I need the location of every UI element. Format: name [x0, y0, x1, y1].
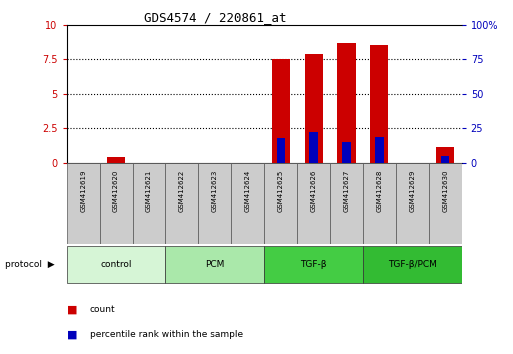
Bar [330, 163, 363, 244]
Text: control: control [101, 260, 132, 269]
Text: protocol  ▶: protocol ▶ [5, 260, 55, 269]
Text: GSM412621: GSM412621 [146, 169, 152, 212]
Bar [363, 163, 396, 244]
Text: GSM412620: GSM412620 [113, 169, 119, 212]
Text: TGF-β/PCM: TGF-β/PCM [388, 260, 437, 269]
Text: GSM412626: GSM412626 [310, 169, 317, 212]
Bar [309, 132, 318, 163]
Text: GSM412627: GSM412627 [344, 169, 349, 212]
Bar [132, 163, 165, 244]
Bar [376, 137, 384, 163]
Bar [231, 163, 264, 244]
Bar [297, 163, 330, 244]
Bar [271, 59, 290, 163]
Bar [107, 156, 125, 163]
Bar [67, 163, 100, 244]
Bar [370, 45, 388, 163]
Bar [429, 163, 462, 244]
Text: GSM412624: GSM412624 [245, 169, 251, 212]
Bar [264, 163, 297, 244]
Text: count: count [90, 305, 115, 314]
Bar [165, 163, 199, 244]
Bar [338, 43, 356, 163]
Bar [436, 147, 455, 163]
Bar [342, 142, 350, 163]
Text: TGF-β: TGF-β [300, 260, 327, 269]
Text: PCM: PCM [205, 260, 225, 269]
Text: ■: ■ [67, 305, 77, 315]
Text: GSM412619: GSM412619 [80, 169, 86, 212]
Text: GSM412629: GSM412629 [409, 169, 416, 212]
Text: GSM412625: GSM412625 [278, 169, 284, 212]
Text: GSM412623: GSM412623 [212, 169, 218, 212]
Bar [363, 246, 462, 283]
Bar [100, 163, 132, 244]
Bar [396, 163, 429, 244]
Text: percentile rank within the sample: percentile rank within the sample [90, 330, 243, 339]
Text: GDS4574 / 220861_at: GDS4574 / 220861_at [144, 11, 287, 24]
Bar [199, 163, 231, 244]
Text: ■: ■ [67, 330, 77, 339]
Text: GSM412628: GSM412628 [377, 169, 382, 212]
Bar [305, 55, 323, 163]
Bar [441, 156, 449, 163]
Text: GSM412622: GSM412622 [179, 169, 185, 212]
Text: GSM412630: GSM412630 [442, 169, 448, 212]
Bar [67, 246, 165, 283]
Bar [277, 138, 285, 163]
Bar [264, 246, 363, 283]
Bar [165, 246, 264, 283]
